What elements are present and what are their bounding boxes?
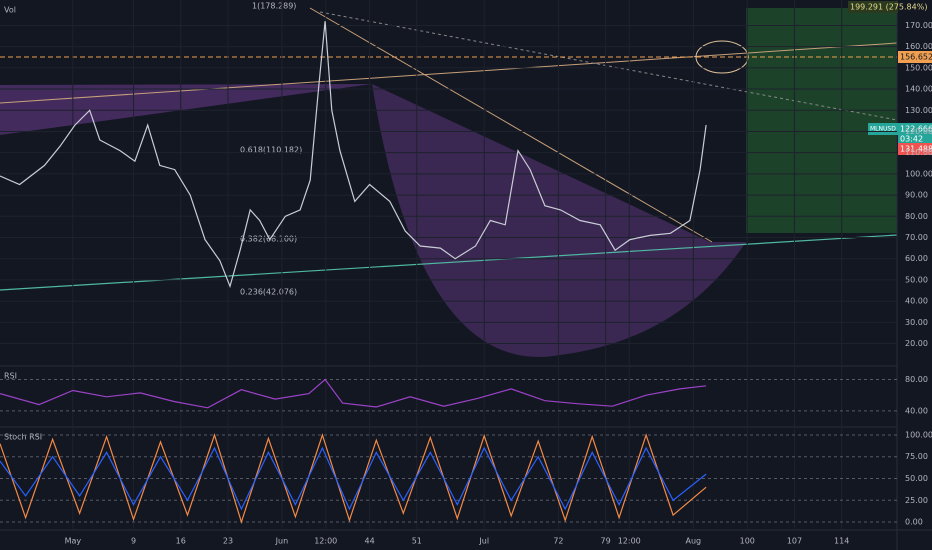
price-tag [898,123,932,145]
y-tick-label: 120.00 [905,127,932,136]
highlight [695,40,749,74]
y-tick-label: 90.00 [905,191,928,200]
x-tick-label: 9 [131,537,136,546]
series-line [0,433,707,524]
y-tick-label: 150.00 [905,63,932,72]
price-tag [898,143,932,155]
x-tick-label: 23 [223,537,233,546]
y-tick-label: 80.00 [905,375,928,384]
fib-label: 0.618(110.182) [240,146,302,155]
y-tick-label: 130.00 [905,106,932,115]
pane-label: RSI [4,372,17,381]
y-tick-label: 40.00 [905,297,928,306]
trend-line [319,11,898,121]
x-tick-label: 51 [412,537,422,546]
series-line [0,378,707,409]
y-tick-label: 30.00 [905,318,928,327]
price-tag-text: 199.291 (275.84%) [850,3,927,12]
price-tag-text: 131.488 [900,145,932,154]
target-box [746,8,897,233]
y-tick-label: 25.00 [905,496,928,505]
y-tick-label: 20.00 [905,339,928,348]
pane-label: Stoch RSI [4,433,42,442]
fib-label: 0.382(68.100) [240,235,297,244]
x-tick-label: 12:00 [314,537,337,546]
x-tick-label: 16 [176,537,186,546]
y-tick-label: 50.00 [905,474,928,483]
fib-label: 1(178.289) [252,2,296,11]
x-tick-label: 72 [553,537,563,546]
price-tag [898,51,932,63]
y-tick-label: 0.00 [905,518,923,527]
series-line [0,21,707,289]
x-tick-label: 100 [740,537,755,546]
pane-label: Vol [4,6,16,15]
y-tick-label: 160.00 [905,42,932,51]
y-tick-label: 60.00 [905,254,928,263]
price-tag-text: MLNUSD [870,126,896,133]
price-tag-text: 03:42 [900,135,923,144]
x-tick-label: Aug [686,537,702,546]
y-tick-label: 110.00 [905,148,932,157]
y-tick-label: 100.00 [905,169,932,178]
y-tick-label: 70.00 [905,233,928,242]
y-tick-label: 40.00 [905,406,928,415]
x-tick-label: May [65,537,82,546]
x-tick-label: 114 [834,537,849,546]
x-tick-label: Jul [478,537,489,546]
x-tick-label: 12:00 [618,537,641,546]
x-tick-label: 107 [787,537,802,546]
y-tick-label: 50.00 [905,275,928,284]
x-tick-label: Jun [275,537,289,546]
y-tick-label: 75.00 [905,452,928,461]
y-tick-label: 140.00 [905,85,932,94]
price-tag [868,123,898,135]
series-line [0,446,707,511]
price-tag-text: 122.666 [900,125,932,134]
y-tick-label: 100.00 [905,430,932,439]
x-tick-label: 44 [364,537,374,546]
x-tick-label: 79 [601,537,611,546]
y-tick-label: 80.00 [905,212,928,221]
price-tag-text: 156.652 [900,53,932,62]
fib-label: 0.236(42.076) [240,288,297,297]
y-tick-label: 170.00 [905,21,932,30]
price-tag [848,1,898,13]
